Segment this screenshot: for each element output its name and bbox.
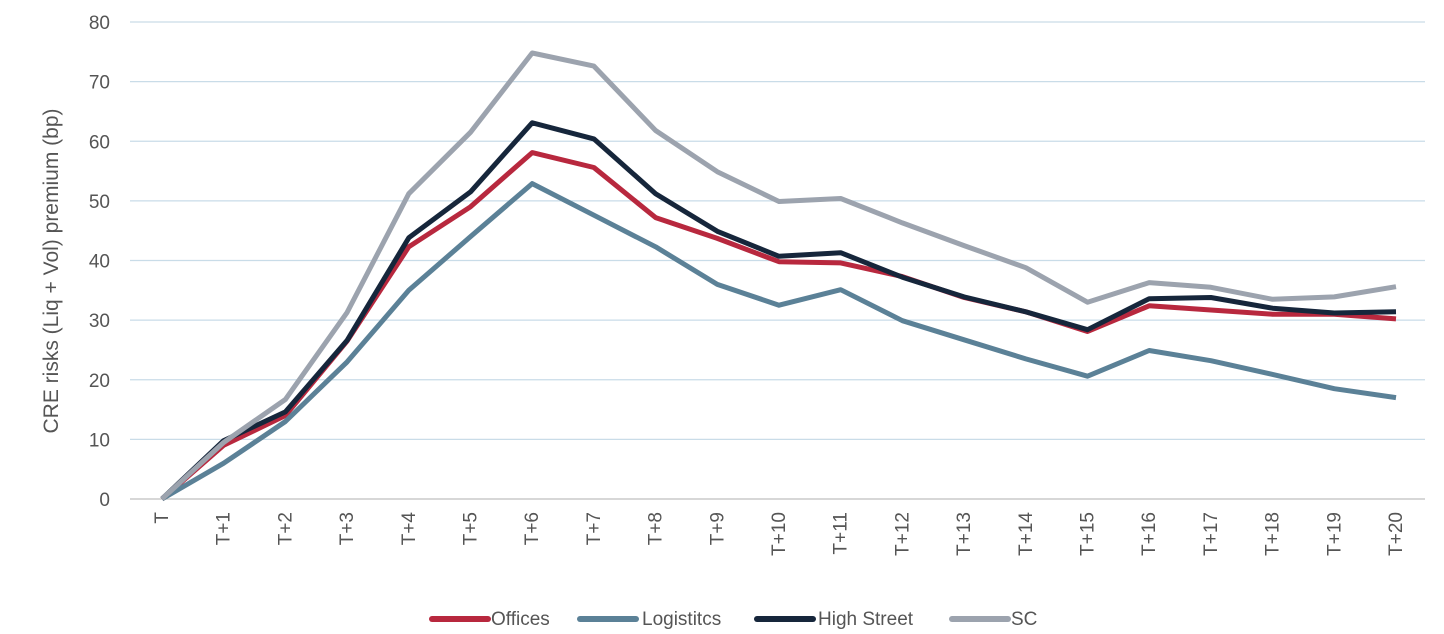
x-axis-ticks: T T+1 T+2 T+3 T+4 T+5 T+6 T+7 T+8 T+9 T+10 T+11 T+12… [152, 512, 1407, 556]
y-axis-title: CRE risks (Liq + Vol) premium (bp) [40, 109, 63, 434]
series-line-logistitcs [160, 181, 1397, 502]
x-tick-label: T+3 [337, 512, 358, 545]
series-line-high-street [160, 120, 1397, 501]
x-tick-label: T+12 [892, 512, 913, 556]
grid-lines [130, 21, 1425, 441]
x-tick-label: T+2 [275, 512, 296, 545]
x-tick-label: T+1 [214, 512, 235, 545]
y-tick-label: 40 [89, 252, 110, 273]
x-tick-label: T+9 [707, 512, 728, 545]
series-line-sc [160, 50, 1397, 501]
legend-label: Logistitcs [642, 609, 721, 630]
legend: Offices Logistitcs High Street SC [429, 609, 1037, 630]
x-tick-label: T+17 [1201, 512, 1222, 556]
y-tick-label: 70 [89, 73, 110, 94]
x-tick-label: T+20 [1386, 512, 1407, 556]
y-tick-label: 20 [89, 371, 110, 392]
series-lines [160, 50, 1397, 502]
y-tick-label: 10 [89, 430, 110, 451]
x-tick-label: T+11 [831, 512, 852, 554]
x-tick-label: T+15 [1078, 512, 1099, 556]
y-tick-label: 0 [99, 490, 110, 511]
x-tick-label: T+10 [769, 512, 790, 556]
x-tick-label: T+13 [954, 512, 975, 556]
y-tick-label: 50 [89, 192, 110, 213]
x-tick-label: T+5 [461, 512, 482, 545]
x-tick-label: T+8 [646, 512, 667, 545]
x-tick-label: T+16 [1139, 512, 1160, 556]
legend-label: SC [1011, 609, 1037, 630]
series-line-offices [160, 150, 1397, 501]
x-tick-label: T+4 [399, 512, 420, 546]
y-tick-label: 80 [89, 13, 110, 34]
x-tick-label: T+19 [1324, 512, 1345, 556]
y-tick-label: 60 [89, 132, 110, 153]
x-tick-label: T+18 [1263, 512, 1284, 556]
x-tick-label: T+6 [522, 512, 543, 545]
y-tick-label: 30 [89, 311, 110, 332]
x-tick-label: T+14 [1016, 512, 1037, 556]
x-tick-label: T+7 [584, 512, 605, 545]
y-axis-ticks: 0 10 20 30 40 50 60 70 80 [89, 13, 110, 511]
legend-label: Offices [491, 609, 550, 630]
x-tick-label: T [152, 512, 173, 524]
legend-label: High Street [818, 609, 914, 630]
